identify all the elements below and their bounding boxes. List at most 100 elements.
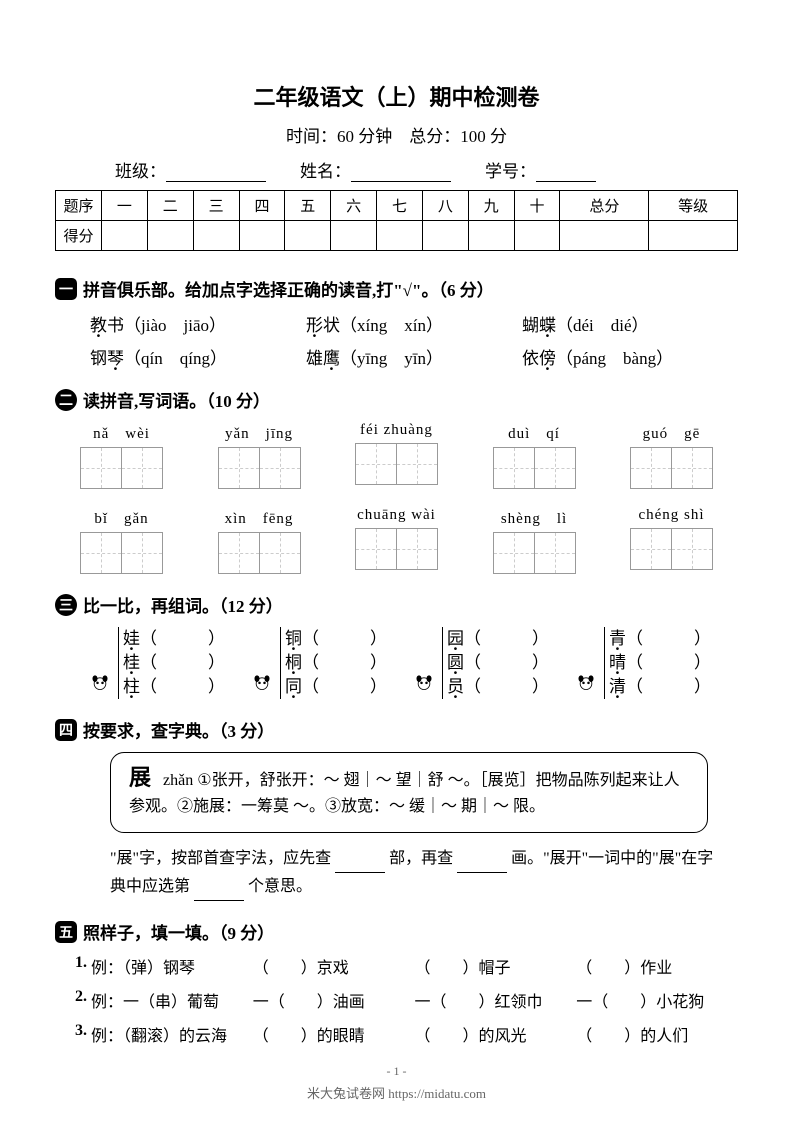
char-box[interactable] xyxy=(259,532,301,574)
char-box[interactable] xyxy=(630,447,672,489)
total-value: 100 分 xyxy=(460,127,507,146)
class-blank[interactable] xyxy=(166,164,266,182)
q2-item: chuāng wài xyxy=(355,507,438,574)
q3-char-line[interactable]: 桂（ ） xyxy=(123,651,225,675)
line-number: 1. xyxy=(75,954,87,978)
score-cell[interactable] xyxy=(560,221,649,251)
fill-item[interactable]: （ ）帽子 xyxy=(415,954,577,978)
q3-char-line[interactable]: 同（ ） xyxy=(285,675,387,699)
q3-char-line[interactable]: 青（ ） xyxy=(609,627,711,651)
name-blank[interactable] xyxy=(351,164,451,182)
fill-item[interactable]: 一（ ）油画 xyxy=(253,988,415,1012)
char-box[interactable] xyxy=(355,443,397,485)
col-header: 一 xyxy=(102,191,148,221)
char-box[interactable] xyxy=(218,447,260,489)
char-box[interactable] xyxy=(396,443,438,485)
score-cell[interactable] xyxy=(331,221,377,251)
fill-item[interactable]: （ ）的风光 xyxy=(415,1022,577,1046)
score-cell[interactable] xyxy=(649,221,738,251)
fill-item[interactable]: （ ）的人们 xyxy=(576,1022,738,1046)
score-cell[interactable] xyxy=(102,221,148,251)
q1-item[interactable]: 蝴蝶（déi dié） xyxy=(522,311,738,336)
score-table: 题序 一 二 三 四 五 六 七 八 九 十 总分 等级 得分 xyxy=(55,190,738,251)
fill-item[interactable]: （ ）作业 xyxy=(576,954,738,978)
entry-text: zhǎn ①张开，舒张开：～ 翅｜～ 望｜舒 ～。［展览］把物品陈列起来让人参观… xyxy=(129,772,680,815)
char-box[interactable] xyxy=(80,532,122,574)
question-1: 一 拼音俱乐部。给加点字选择正确的读音,打"√"。（6 分） 教书（jiào j… xyxy=(55,276,738,369)
char-box[interactable] xyxy=(671,447,713,489)
fill-item[interactable]: （ ）京戏 xyxy=(253,954,415,978)
q1-item[interactable]: 雄鹰（yīng yīn） xyxy=(306,344,522,369)
q2-item: féi zhuàng xyxy=(355,422,438,489)
q3-char-line[interactable]: 员（ ） xyxy=(447,675,549,699)
q5-badge: 五 xyxy=(55,921,77,943)
char-box[interactable] xyxy=(259,447,301,489)
q3-group: 青（ ）晴（ ）清（ ） xyxy=(576,627,738,699)
score-cell[interactable] xyxy=(239,221,285,251)
q3-char-line[interactable]: 晴（ ） xyxy=(609,651,711,675)
fill-item[interactable]: 一（ ）红领巾 xyxy=(415,988,577,1012)
q3-header: 三 比一比，再组词。（12 分） xyxy=(55,592,738,617)
score-cell[interactable] xyxy=(285,221,331,251)
q4-text-part: "展"字，按部首查字法，应先查 xyxy=(110,850,331,867)
pinyin-label: chuāng wài xyxy=(355,507,438,524)
score-cell[interactable] xyxy=(377,221,423,251)
q1-header: 一 拼音俱乐部。给加点字选择正确的读音,打"√"。（6 分） xyxy=(55,276,738,301)
char-box[interactable] xyxy=(121,447,163,489)
pinyin-label: duì qí xyxy=(493,422,576,443)
q3-char-line[interactable]: 娃（ ） xyxy=(123,627,225,651)
char-box[interactable] xyxy=(630,528,672,570)
q1-item[interactable]: 教书（jiào jiāo） xyxy=(90,311,306,336)
fill-item[interactable]: 一（ ）小花狗 xyxy=(576,988,738,1012)
char-box[interactable] xyxy=(396,528,438,570)
col-header: 十 xyxy=(514,191,560,221)
char-box[interactable] xyxy=(355,528,397,570)
q3-group: 园（ ）圆（ ）员（ ） xyxy=(414,627,576,699)
exam-info: 时间：60 分钟 总分：100 分 xyxy=(55,122,738,147)
q4-header: 四 按要求，查字典。（3 分） xyxy=(55,717,738,742)
blank-meaning[interactable] xyxy=(194,885,244,901)
char-box-pair xyxy=(355,443,438,485)
char-box[interactable] xyxy=(534,532,576,574)
score-cell[interactable] xyxy=(193,221,239,251)
score-cell[interactable] xyxy=(468,221,514,251)
blank-strokes[interactable] xyxy=(457,857,507,873)
q1-item[interactable]: 钢琴（qín qíng） xyxy=(90,344,306,369)
watermark: 米大兔试卷网 https://midatu.com xyxy=(0,1083,793,1102)
q4-badge: 四 xyxy=(55,719,77,741)
char-box[interactable] xyxy=(218,532,260,574)
q2-item: xìn fēng xyxy=(218,507,301,574)
pinyin-label: yǎn jīng xyxy=(218,422,301,443)
page-number: - 1 - xyxy=(0,1064,793,1079)
score-cell[interactable] xyxy=(514,221,560,251)
q3-char-line[interactable]: 桐（ ） xyxy=(285,651,387,675)
fill-item[interactable]: （ ）的眼睛 xyxy=(253,1022,415,1046)
q1-item[interactable]: 依傍（páng bàng） xyxy=(522,344,738,369)
char-box[interactable] xyxy=(493,447,535,489)
q1-item[interactable]: 形状（xíng xín） xyxy=(306,311,522,336)
q4-text-part: 部，再查 xyxy=(389,850,453,867)
char-box[interactable] xyxy=(671,528,713,570)
question-3: 三 比一比，再组词。（12 分） 娃（ ）桂（ ）柱（ ） 铜（ ）桐（ ）同（ … xyxy=(55,592,738,699)
brace-icon xyxy=(280,627,281,699)
col-header: 三 xyxy=(193,191,239,221)
q3-char-line[interactable]: 铜（ ） xyxy=(285,627,387,651)
q3-char-line[interactable]: 圆（ ） xyxy=(447,651,549,675)
blank-radical[interactable] xyxy=(335,857,385,873)
id-label: 学号： xyxy=(485,162,536,181)
q3-char-line[interactable]: 清（ ） xyxy=(609,675,711,699)
q3-char-line[interactable]: 园（ ） xyxy=(447,627,549,651)
score-cell[interactable] xyxy=(422,221,468,251)
id-blank[interactable] xyxy=(536,164,596,182)
char-box[interactable] xyxy=(534,447,576,489)
q2-header: 二 读拼音,写词语。（10 分） xyxy=(55,387,738,412)
q3-group: 娃（ ）桂（ ）柱（ ） xyxy=(90,627,252,699)
score-cell[interactable] xyxy=(147,221,193,251)
q3-char-line[interactable]: 柱（ ） xyxy=(123,675,225,699)
q2-item: yǎn jīng xyxy=(218,422,301,489)
char-box[interactable] xyxy=(493,532,535,574)
q3-chars: 娃（ ）桂（ ）柱（ ） xyxy=(123,627,225,699)
char-box[interactable] xyxy=(121,532,163,574)
char-box[interactable] xyxy=(80,447,122,489)
q5-title: 照样子，填一填。（9 分） xyxy=(83,919,274,944)
